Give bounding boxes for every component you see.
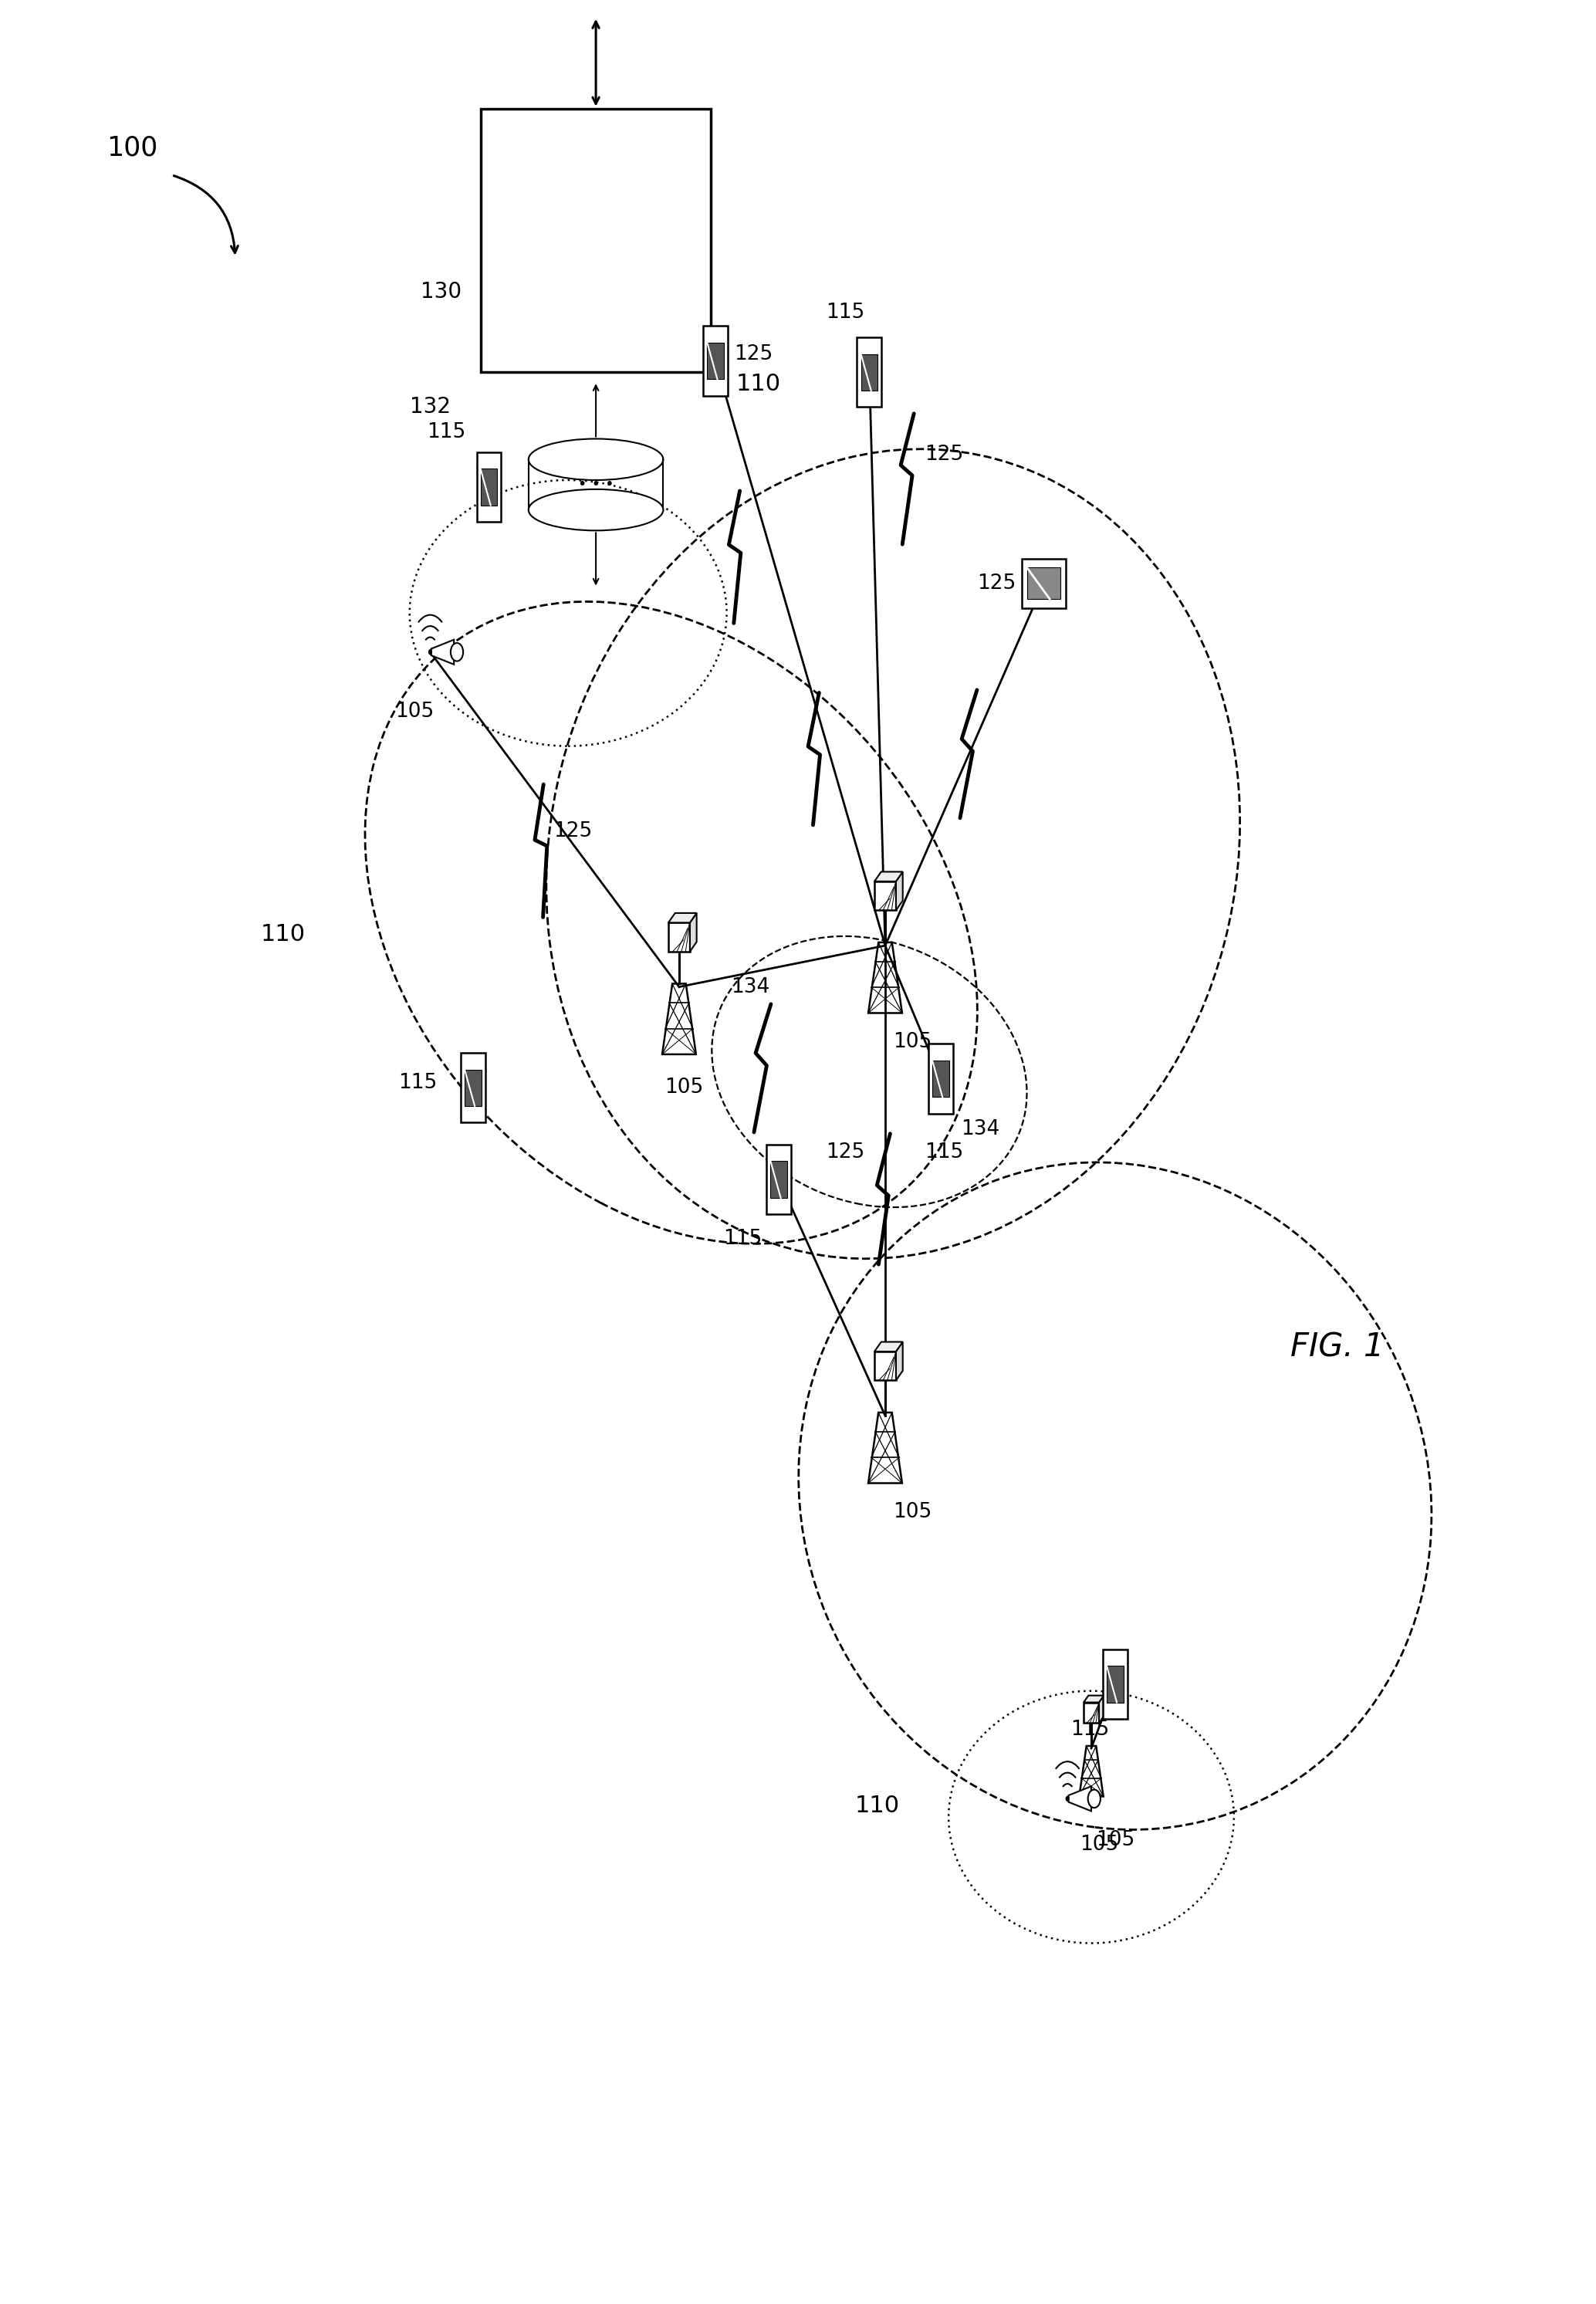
Polygon shape — [669, 912, 696, 922]
Text: FIG. 1: FIG. 1 — [1290, 1332, 1384, 1364]
Text: 125: 125 — [827, 1143, 865, 1161]
Text: 115: 115 — [1071, 1719, 1109, 1740]
Text: 115: 115 — [397, 1074, 437, 1092]
Text: 105: 105 — [892, 1032, 932, 1053]
Bar — [464, 1069, 482, 1106]
Bar — [1084, 1703, 1100, 1723]
Text: 134: 134 — [731, 977, 769, 998]
Polygon shape — [875, 871, 903, 882]
Text: 130: 130 — [421, 281, 461, 302]
Bar — [669, 922, 689, 952]
Polygon shape — [1100, 1696, 1104, 1723]
Text: 110: 110 — [855, 1795, 900, 1818]
Polygon shape — [895, 871, 903, 910]
Text: 125: 125 — [924, 445, 964, 465]
Polygon shape — [431, 641, 453, 664]
Bar — [860, 355, 878, 392]
Bar — [875, 1352, 895, 1380]
Polygon shape — [689, 912, 696, 952]
Text: 100: 100 — [107, 134, 158, 161]
Bar — [932, 1060, 950, 1097]
Bar — [766, 1145, 792, 1214]
Bar — [857, 336, 881, 408]
Bar — [771, 1161, 787, 1198]
Bar — [480, 108, 710, 373]
Text: 134: 134 — [961, 1120, 999, 1138]
Text: 125: 125 — [554, 820, 592, 841]
Text: • • •: • • • — [578, 477, 614, 493]
Text: 110: 110 — [736, 373, 780, 394]
Ellipse shape — [528, 488, 664, 530]
Circle shape — [1088, 1790, 1101, 1809]
Polygon shape — [875, 1341, 903, 1352]
Bar — [929, 1044, 953, 1113]
Bar — [1026, 567, 1060, 599]
Text: 105: 105 — [1080, 1834, 1119, 1855]
Text: 105: 105 — [394, 703, 434, 721]
Bar — [875, 882, 895, 910]
Polygon shape — [895, 1341, 903, 1380]
Bar — [704, 325, 728, 396]
Text: 125: 125 — [734, 343, 772, 364]
Bar — [477, 452, 501, 521]
Text: 125: 125 — [977, 574, 1015, 594]
Circle shape — [1066, 1795, 1069, 1802]
Text: 115: 115 — [723, 1228, 761, 1249]
Bar — [480, 468, 498, 505]
Text: 105: 105 — [1096, 1829, 1135, 1850]
Text: 115: 115 — [924, 1143, 964, 1161]
Text: 105: 105 — [892, 1502, 932, 1523]
Text: 115: 115 — [827, 302, 865, 323]
Text: 110: 110 — [260, 924, 305, 945]
Bar — [1021, 558, 1066, 608]
FancyArrowPatch shape — [174, 175, 238, 253]
Bar — [707, 343, 725, 380]
Polygon shape — [1068, 1786, 1092, 1811]
Bar — [1103, 1650, 1127, 1719]
Polygon shape — [1084, 1696, 1104, 1703]
Circle shape — [428, 650, 433, 654]
Text: 105: 105 — [664, 1078, 704, 1097]
Text: Core
Network: Core Network — [547, 214, 645, 267]
Text: 115: 115 — [426, 422, 466, 442]
Bar — [1106, 1666, 1124, 1703]
Text: 115: 115 — [664, 293, 704, 313]
Bar — [461, 1053, 485, 1122]
Text: 132: 132 — [410, 396, 450, 417]
Ellipse shape — [528, 438, 664, 479]
Circle shape — [450, 643, 463, 661]
